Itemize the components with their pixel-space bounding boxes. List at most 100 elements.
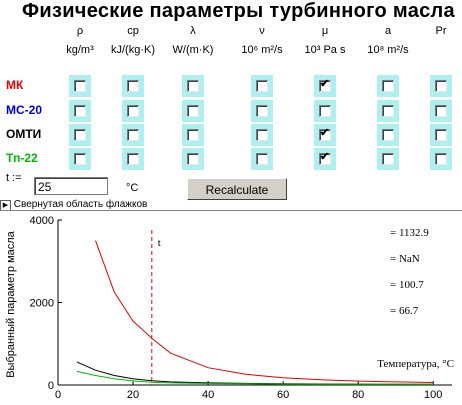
parameter-checkbox[interactable]: [430, 148, 452, 170]
row-label: МК: [6, 78, 24, 92]
value-readout: = NaN: [390, 253, 420, 265]
parameter-checkbox[interactable]: [122, 100, 144, 122]
page-title: Физические параметры турбинного масла: [22, 0, 455, 22]
collapse-divider: [0, 210, 462, 211]
checkbox-box[interactable]: [435, 105, 447, 117]
checkbox-box[interactable]: [127, 105, 139, 117]
checkbox-box[interactable]: [319, 153, 331, 165]
checkbox-box[interactable]: [382, 153, 394, 165]
y-tick-label: 4000: [30, 215, 54, 227]
checkbox-box[interactable]: [435, 80, 447, 92]
parameter-checkbox[interactable]: [377, 100, 399, 122]
x-tick-label: 40: [202, 389, 214, 401]
recalculate-button[interactable]: Recalculate: [187, 178, 287, 200]
column-unit: W/(m·K): [172, 44, 214, 56]
checkbox-box[interactable]: [435, 129, 447, 141]
parameter-checkbox[interactable]: [251, 100, 273, 122]
checkbox-box[interactable]: [187, 80, 199, 92]
checkbox-box[interactable]: [319, 80, 331, 92]
parameter-checkbox[interactable]: [430, 75, 452, 97]
checkbox-box[interactable]: [256, 153, 268, 165]
collapsed-region-label: Свернутая область флажков: [13, 199, 148, 210]
parameter-checkbox[interactable]: [314, 100, 336, 122]
data-series-line: [95, 240, 434, 383]
temperature-input[interactable]: 25: [34, 177, 108, 195]
column-symbol: a: [384, 25, 392, 37]
parameter-checkbox[interactable]: [69, 148, 91, 170]
parameter-checkbox[interactable]: [182, 100, 204, 122]
parameter-checkbox[interactable]: [69, 124, 91, 146]
checkbox-box[interactable]: [74, 105, 86, 117]
checkmark-icon: ✔: [320, 151, 330, 163]
checkbox-box[interactable]: [319, 105, 331, 117]
checkbox-box[interactable]: [382, 105, 394, 117]
column-symbol: λ: [190, 25, 196, 37]
x-tick-label: 20: [127, 389, 139, 401]
checkbox-box[interactable]: [435, 153, 447, 165]
x-tick-label: 0: [55, 389, 61, 401]
parameter-checkbox[interactable]: [182, 124, 204, 146]
x-axis-label: Температура, °C: [377, 358, 454, 370]
parameter-checkbox[interactable]: [69, 100, 91, 122]
checkbox-box[interactable]: [256, 80, 268, 92]
checkbox-box[interactable]: [74, 80, 86, 92]
value-readout: = 100.7: [390, 279, 424, 291]
column-symbol: ρ: [76, 25, 84, 37]
parameter-checkbox[interactable]: [377, 75, 399, 97]
x-tick-label: 100: [424, 389, 442, 401]
checkbox-box[interactable]: [256, 105, 268, 117]
parameter-checkbox[interactable]: [251, 124, 273, 146]
marker-label: t: [158, 237, 161, 249]
data-series-line: [76, 370, 434, 385]
checkbox-box[interactable]: [187, 153, 199, 165]
checkmark-icon: ✔: [320, 127, 330, 139]
collapsed-region-header[interactable]: ▶ Свернутая область флажков: [0, 199, 462, 211]
temp-label: t :=: [6, 172, 22, 184]
checkbox-box[interactable]: [127, 153, 139, 165]
column-unit: 10⁸ m²/s: [367, 44, 409, 56]
parameter-checkbox[interactable]: ✔: [314, 75, 336, 97]
checkbox-box[interactable]: [319, 129, 331, 141]
column-symbol: μ: [321, 25, 329, 37]
y-tick-label: 2000: [30, 298, 54, 310]
value-readout: = 1132.9: [390, 227, 429, 239]
x-tick-label: 80: [352, 389, 364, 401]
checkbox-box[interactable]: [187, 129, 199, 141]
parameter-checkbox[interactable]: [251, 75, 273, 97]
parameter-checkbox[interactable]: [122, 75, 144, 97]
checkbox-box[interactable]: [382, 129, 394, 141]
parameter-checkbox[interactable]: ✔: [314, 124, 336, 146]
parameter-checkbox[interactable]: [430, 100, 452, 122]
parameter-checkbox[interactable]: [377, 124, 399, 146]
row-label: Тп-22: [6, 151, 38, 165]
parameter-checkbox[interactable]: [122, 148, 144, 170]
y-axis-label: Выбранный параметр масла: [5, 230, 17, 377]
parameter-checkbox[interactable]: [430, 124, 452, 146]
checkmark-icon: ✔: [320, 78, 330, 90]
checkbox-box[interactable]: [127, 129, 139, 141]
checkbox-box[interactable]: [187, 105, 199, 117]
parameter-checkbox[interactable]: [182, 148, 204, 170]
parameter-checkbox[interactable]: [182, 75, 204, 97]
column-unit: 10⁶ m²/s: [241, 44, 283, 56]
temp-unit: °C: [126, 182, 139, 194]
checkbox-box[interactable]: [256, 129, 268, 141]
parameter-checkbox[interactable]: [377, 148, 399, 170]
column-unit: kJ/(kg·K): [111, 44, 155, 56]
parameter-checkbox[interactable]: [122, 124, 144, 146]
checkbox-box[interactable]: [382, 80, 394, 92]
y-tick-label: 0: [48, 380, 54, 392]
column-symbol: Pr: [435, 25, 447, 37]
checkbox-box[interactable]: [74, 129, 86, 141]
column-symbol: ν: [259, 25, 265, 37]
checkbox-box[interactable]: [74, 153, 86, 165]
column-unit: kg/m³: [66, 44, 94, 56]
column-unit: 10³ Pa s: [304, 44, 346, 56]
checkbox-box[interactable]: [127, 80, 139, 92]
value-readout: = 66.7: [390, 305, 419, 317]
parameter-checkbox[interactable]: ✔: [314, 148, 336, 170]
parameter-checkbox[interactable]: [69, 75, 91, 97]
row-label: МС-20: [6, 103, 43, 117]
x-tick-label: 60: [277, 389, 289, 401]
parameter-checkbox[interactable]: [251, 148, 273, 170]
